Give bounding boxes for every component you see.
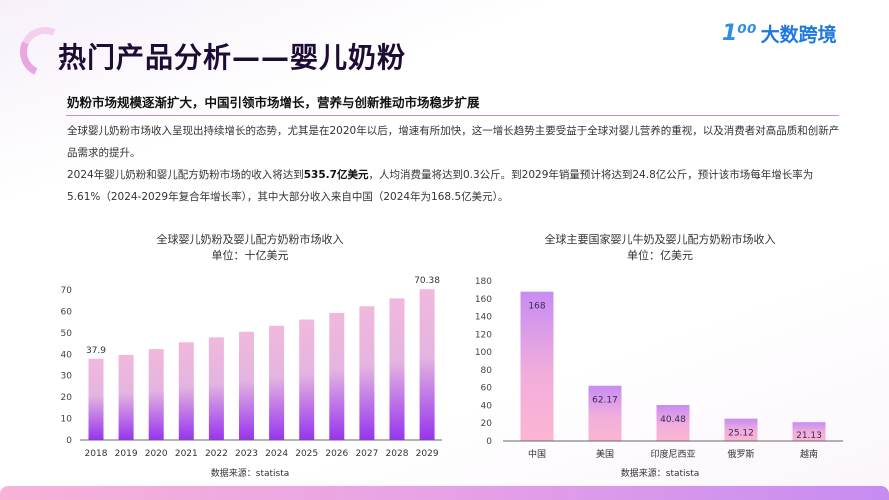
y-tick-label: 40	[61, 350, 73, 360]
page-title: 热门产品分析——婴儿奶粉	[58, 41, 407, 74]
section-subtitle: 奶粉市场规模逐渐扩大，中国引领市场增长，营养与创新推动市场稳步扩展	[67, 95, 480, 110]
x-tick-label: 美国	[596, 448, 614, 460]
y-tick-label: 70	[61, 286, 73, 296]
y-tick-label: 100	[475, 348, 492, 358]
y-tick-label: 80	[481, 366, 493, 376]
y-tick-label: 10	[61, 415, 73, 425]
chart-subtitle: 单位：十亿美元	[212, 248, 289, 262]
x-tick-label: 俄罗斯	[727, 448, 754, 460]
bar	[269, 325, 285, 440]
y-tick-label: 60	[481, 384, 493, 394]
y-tick-label: 30	[61, 372, 73, 382]
bar	[299, 319, 315, 440]
bar	[148, 349, 164, 440]
bar	[208, 337, 224, 440]
y-tick-label: 20	[61, 393, 73, 403]
chart-title: 全球主要国家婴儿牛奶及婴儿配方奶粉市场收入	[545, 232, 776, 246]
paragraph-1: 全球婴儿奶粉市场收入呈现出持续增长的态势，尤其是在2020年以后，增速有所加快，…	[67, 125, 840, 159]
bar	[359, 306, 375, 440]
highlight-value: 535.7亿美元	[303, 169, 369, 181]
y-tick-label: 120	[475, 330, 492, 340]
bar	[520, 291, 554, 441]
y-tick-label: 50	[61, 329, 73, 339]
data-label: 25.12	[728, 429, 754, 439]
chart-title: 全球婴儿奶粉及婴儿配方奶粉市场收入	[157, 232, 344, 246]
bar	[389, 298, 405, 440]
x-tick-label: 2029	[416, 449, 439, 459]
x-tick-label: 2028	[386, 449, 409, 459]
data-label: 40.48	[660, 415, 686, 425]
x-tick-label: 2027	[355, 449, 378, 459]
bar	[724, 418, 758, 441]
y-tick-label: 180	[475, 277, 492, 287]
divider	[66, 115, 839, 116]
x-tick-label: 中国	[528, 448, 546, 460]
logo-mark: 1⁰⁰	[722, 21, 757, 46]
bar	[118, 354, 134, 440]
y-tick-label: 20	[481, 419, 493, 429]
x-tick-label: 越南	[800, 448, 818, 460]
bar	[792, 422, 826, 441]
bar	[588, 385, 622, 441]
bar	[178, 342, 194, 440]
bar	[88, 358, 104, 440]
x-tick-label: 2019	[115, 449, 138, 459]
x-tick-label: 2025	[295, 449, 318, 459]
x-tick-label: 2020	[145, 449, 168, 459]
x-tick-label: 印度尼西亚	[650, 448, 695, 460]
chart-source: 数据来源：statista	[211, 467, 290, 479]
y-tick-label: 60	[61, 307, 73, 317]
bar	[239, 331, 254, 440]
chart-source: 数据来源：statista	[621, 467, 700, 479]
logo-text: 大数跨境	[760, 24, 837, 46]
y-tick-label: 0	[486, 437, 492, 447]
x-tick-label: 2022	[205, 449, 228, 459]
data-label: 62.17	[592, 396, 618, 406]
data-label: 70.38	[414, 276, 440, 286]
y-tick-label: 160	[475, 295, 492, 305]
logo: 1⁰⁰ 大数跨境	[722, 20, 837, 47]
bar	[329, 312, 345, 440]
x-tick-label: 2021	[175, 449, 198, 459]
x-tick-label: 2018	[85, 449, 108, 459]
data-label: 21.13	[796, 431, 822, 441]
bar	[419, 289, 435, 440]
data-label: 37.9	[86, 346, 106, 356]
y-tick-label: 140	[475, 313, 492, 323]
y-tick-label: 0	[66, 436, 72, 446]
y-tick-label: 40	[481, 401, 493, 411]
chart-subtitle: 单位：亿美元	[627, 248, 693, 262]
x-tick-label: 2023	[235, 449, 258, 459]
x-tick-label: 2024	[265, 449, 288, 459]
paragraph-2: 2024年婴儿奶粉和婴儿配方奶粉市场的收入将达到535.7亿美元，人均消费量将达…	[67, 164, 847, 208]
footer-band	[0, 486, 889, 500]
data-label: 168	[528, 302, 545, 312]
text: ，人均消费量将达到0.3公斤。到2029年销量预计将达到24.8亿公斤，预计该市…	[67, 169, 814, 203]
text: 2024年婴儿奶粉和婴儿配方奶粉市场的收入将达到	[67, 169, 304, 181]
x-tick-label: 2026	[325, 449, 348, 459]
bar	[656, 405, 690, 441]
